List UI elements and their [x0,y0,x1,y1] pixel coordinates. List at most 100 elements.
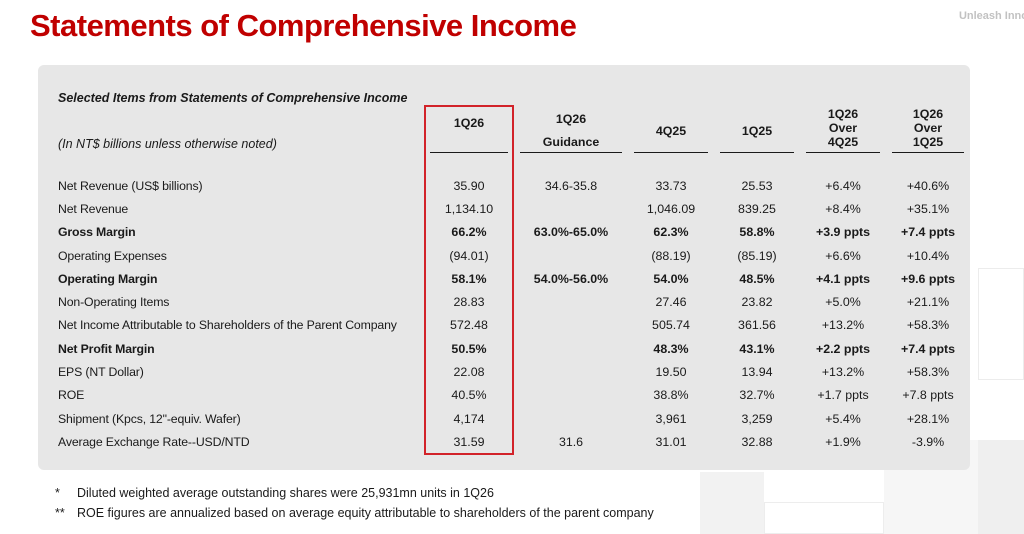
decorative-square [764,502,884,534]
cell: 13.94 [741,365,773,380]
cell: (88.19) [651,248,691,263]
cell: 32.7% [739,388,775,403]
column-header-line: 1Q26 [827,107,859,121]
row-label: Net Profit Margin [58,341,155,356]
cell: +58.3% [906,318,950,333]
cell: 31.59 [453,434,485,449]
column-header-line: 1Q26 [555,112,587,126]
cell: 31.01 [655,434,687,449]
cell: +58.3% [906,365,950,380]
row-label: Net Revenue [58,201,129,216]
column-header-q126: 1Q26 [424,91,514,153]
cell: 4,174 [453,411,485,426]
cell: 62.3% [653,225,689,240]
cell: -3.9% [911,434,945,449]
column-header-q425: 4Q25 [628,91,714,153]
cell: +6.6% [825,248,861,263]
cell: 3,961 [655,411,687,426]
cell: 33.73 [655,178,687,193]
cell: +13.2% [821,365,865,380]
decorative-square [978,268,1024,380]
cell: +5.0% [825,295,861,310]
cell: +4.1 ppts [815,271,871,286]
table-row: Operating Expenses (94.01) (88.19) (85.19) +… [58,244,970,267]
column-header-q125: 1Q25 [714,91,800,153]
table-row: Non-Operating Items 28.83 27.46 23.82 +5.0% +… [58,290,970,313]
table-row: Operating Margin 58.1% 54.0%-56.0% 54.0% 48.… [58,267,970,290]
row-label: Operating Expenses [58,248,167,263]
watermark-text: Unleash Inno [958,10,1024,22]
cell: 38.8% [653,388,689,403]
decorative-square [700,472,764,534]
table-row: Net Revenue (US$ billions) 35.90 34.6-35.8… [58,174,970,197]
table-row: Shipment (Kpcs, 12"-equiv. Wafer) 4,174 3,… [58,407,970,430]
cell: +13.2% [821,318,865,333]
table-row: Gross Margin 66.2% 63.0%-65.0% 62.3% 58.8% +3… [58,221,970,244]
cell: +7.4 ppts [900,341,956,356]
cell: 40.5% [451,388,487,403]
table-row: Net Revenue 1,134.10 1,046.09 839.25 +8.4% +3… [58,197,970,220]
row-label: Average Exchange Rate--USD/NTD [58,434,250,449]
page-title: Statements of Comprehensive Income [30,8,577,43]
cell: +1.7 ppts [817,388,869,403]
cell: 3,259 [741,411,773,426]
row-label: Operating Margin [58,271,158,286]
column-header-text: 1Q25 [720,124,794,153]
cell: 27.46 [655,295,687,310]
column-header-over_q125: 1Q26 Over 1Q25 [886,91,970,153]
cell: 839.25 [738,201,776,216]
column-header-line: Guidance [542,135,600,149]
table-header-label-cell: Selected Items from Statements of Compre… [58,91,424,153]
cell: +40.6% [906,178,950,193]
cell: 1,134.10 [444,201,494,216]
footnotes: * Diluted weighted average outstanding s… [55,483,654,523]
cell: 63.0%-65.0% [533,225,609,240]
row-label: Shipment (Kpcs, 12"-equiv. Wafer) [58,411,241,426]
footnote-marker: * [55,486,60,500]
cell: +28.1% [906,411,950,426]
footnote: ** ROE figures are annualized based on a… [55,503,654,523]
cell: +5.4% [825,411,861,426]
financial-table: Selected Items from Statements of Compre… [58,91,970,455]
cell: +2.2 ppts [815,341,871,356]
cell: +9.6 ppts [900,271,956,286]
cell: +1.9% [825,434,861,449]
cell: 572.48 [450,318,488,333]
column-header-line: 1Q25 [741,124,773,138]
column-header-line: Over [828,121,858,135]
cell: 58.8% [739,225,775,240]
footnote: * Diluted weighted average outstanding s… [55,483,654,503]
column-header-line: Over [913,121,943,135]
cell: +10.4% [906,248,950,263]
column-header-line: 4Q25 [655,124,687,138]
cell: (85.19) [737,248,777,263]
column-header-text: 1Q26 Over 1Q25 [892,107,964,153]
cell: (94.01) [449,248,489,263]
cell: +21.1% [906,295,950,310]
cell: 25.53 [741,178,773,193]
cell: 48.5% [739,271,775,286]
column-header-guidance: 1Q26 Guidance [514,91,628,153]
table-row: Average Exchange Rate--USD/NTD 31.59 31.6 3… [58,430,970,453]
content-panel: Selected Items from Statements of Compre… [38,65,970,470]
row-label: Non-Operating Items [58,295,170,310]
row-label: EPS (NT Dollar) [58,365,144,380]
cell: +7.4 ppts [900,225,956,240]
cell: 58.1% [451,271,487,286]
table-header-row: Selected Items from Statements of Compre… [58,91,970,153]
cell: +3.9 ppts [815,225,871,240]
cell: 22.08 [453,365,485,380]
cell: 48.3% [653,341,689,356]
cell: 19.50 [655,365,687,380]
cell: 32.88 [741,434,773,449]
row-label: ROE [58,388,85,403]
table-row: EPS (NT Dollar) 22.08 19.50 13.94 +13.2% +58.… [58,360,970,383]
cell: 505.74 [652,318,690,333]
cell: +8.4% [825,201,861,216]
table-body: Net Revenue (US$ billions) 35.90 34.6-35.8… [58,174,970,454]
column-header-text: 1Q26 Over 4Q25 [806,107,880,153]
cell: 34.6-35.8 [544,178,598,193]
footnote-text: ROE figures are annualized based on aver… [77,506,654,520]
footnote-marker: ** [55,506,65,520]
